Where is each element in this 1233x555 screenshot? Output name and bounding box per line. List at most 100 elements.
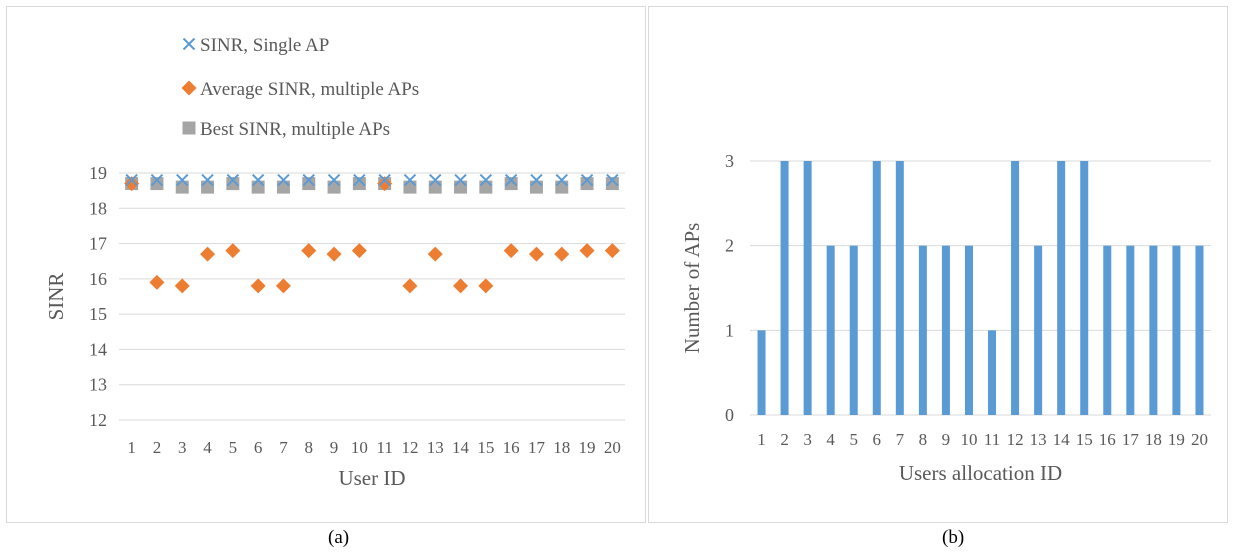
- data-point: [555, 173, 568, 187]
- y-tick-label: 17: [89, 234, 107, 254]
- data-point: [454, 173, 467, 187]
- marker-stroke: [530, 173, 543, 187]
- bar: [1172, 245, 1181, 415]
- x-tick-label: 20: [604, 438, 621, 457]
- data-point: [301, 243, 317, 259]
- marker-stroke: [182, 37, 196, 51]
- x-tick-label: 12: [1007, 430, 1024, 449]
- bar: [849, 245, 858, 415]
- x-tick-label: 15: [477, 438, 494, 457]
- data-point: [504, 173, 518, 187]
- data-point: [277, 173, 290, 187]
- x-tick-label: 15: [1076, 430, 1093, 449]
- x-tick-label: 9: [330, 438, 339, 457]
- x-tick-label: 7: [279, 438, 288, 457]
- x-tick-label: 12: [401, 438, 418, 457]
- x-tick-label: 4: [826, 430, 835, 449]
- data-point: [529, 180, 543, 194]
- bar: [1057, 161, 1066, 415]
- data-point: [479, 180, 493, 194]
- data-point: [251, 180, 265, 194]
- marker-stroke: [555, 173, 568, 187]
- data-point: [302, 177, 316, 191]
- bar: [1034, 245, 1043, 415]
- marker-stroke: [479, 173, 493, 187]
- data-point: [250, 278, 266, 294]
- x-tick-label: 4: [203, 438, 212, 457]
- x-tick-label: 19: [1168, 430, 1185, 449]
- x-tick-label: 7: [896, 430, 905, 449]
- data-point: [453, 278, 469, 294]
- bar: [941, 245, 950, 415]
- y-tick-label: 12: [89, 410, 107, 430]
- x-tick-label: 10: [960, 430, 977, 449]
- x-axis-title: User ID: [338, 466, 405, 490]
- marker-stroke: [226, 173, 240, 187]
- data-point: [428, 180, 442, 194]
- data-point: [554, 246, 570, 262]
- x-tick-label: 20: [1191, 430, 1208, 449]
- marker-stroke: [378, 173, 391, 187]
- x-tick-label: 8: [305, 438, 314, 457]
- y-tick-label: 16: [89, 269, 107, 289]
- data-point: [150, 177, 164, 191]
- data-point: [351, 243, 367, 259]
- x-tick-label: 19: [579, 438, 596, 457]
- marker-stroke: [277, 173, 290, 187]
- bar: [1103, 245, 1112, 415]
- y-tick-label: 15: [89, 304, 107, 324]
- x-tick-label: 14: [1053, 430, 1071, 449]
- marker-stroke: [580, 173, 594, 187]
- data-point: [479, 173, 493, 187]
- x-tick-label: 10: [351, 438, 368, 457]
- x-tick-label: 17: [528, 438, 546, 457]
- marker-stroke: [403, 173, 417, 187]
- x-tick-label: 13: [1030, 430, 1047, 449]
- bar: [872, 161, 881, 415]
- marker-stroke: [150, 173, 164, 187]
- data-point: [200, 246, 216, 262]
- data-point: [150, 173, 164, 187]
- x-tick-label: 3: [803, 430, 812, 449]
- bar: [803, 161, 812, 415]
- bar: [780, 161, 789, 415]
- y-tick-label: 3: [725, 151, 734, 171]
- series-x: [125, 173, 619, 187]
- data-point: [225, 243, 241, 259]
- x-tick-label: 5: [229, 438, 238, 457]
- data-point: [429, 173, 442, 187]
- marker-stroke: [125, 173, 138, 187]
- data-point: [226, 177, 240, 191]
- x-tick-label: 1: [127, 438, 136, 457]
- series-diamond: [124, 176, 620, 294]
- x-tick-label: 2: [153, 438, 162, 457]
- legend-marker: [182, 121, 196, 135]
- data-point: [606, 173, 619, 187]
- bar: [918, 245, 927, 415]
- data-point: [275, 278, 291, 294]
- data-point: [528, 246, 544, 262]
- series-square: [125, 177, 619, 194]
- x-tick-label: 1: [757, 430, 766, 449]
- bar: [757, 330, 766, 415]
- chart-panel-a: 12 13 14 15 16 17 18 19 1 2 3 4 5 6 7 8 9 10 11 12 13 14 15 16 1…: [6, 6, 646, 523]
- x-tick-label: 17: [1122, 430, 1140, 449]
- data-point: [504, 177, 518, 191]
- data-point: [302, 173, 315, 187]
- y-tick-label: 2: [725, 236, 734, 256]
- data-point: [454, 180, 468, 194]
- y-tick-label: 13: [89, 375, 107, 395]
- data-point: [377, 176, 393, 192]
- legend-label: Best SINR, multiple APs: [200, 119, 390, 140]
- bar: [1011, 161, 1020, 415]
- marker-stroke: [454, 173, 467, 187]
- bar: [1126, 245, 1135, 415]
- marker-stroke: [201, 173, 214, 187]
- x-tick-label: 8: [919, 430, 928, 449]
- data-point: [579, 243, 595, 259]
- y-tick-label: 1: [725, 320, 734, 340]
- y-tick-label: 14: [89, 339, 107, 359]
- data-point: [403, 180, 417, 194]
- legend-label: Average SINR, multiple APs: [200, 79, 419, 100]
